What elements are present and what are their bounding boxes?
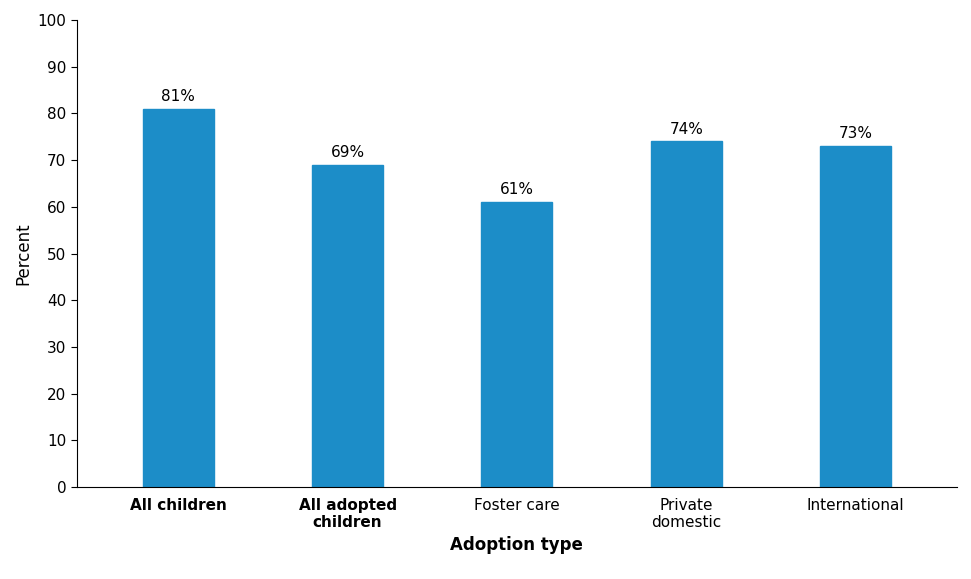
- Bar: [820, 146, 891, 487]
- Text: 69%: 69%: [330, 145, 365, 160]
- Bar: [143, 109, 214, 487]
- Text: 81%: 81%: [161, 89, 195, 104]
- Bar: [312, 165, 384, 487]
- Bar: [651, 141, 721, 487]
- Bar: [482, 202, 552, 487]
- Y-axis label: Percent: Percent: [14, 222, 32, 285]
- X-axis label: Adoption type: Adoption type: [451, 536, 584, 554]
- Text: 74%: 74%: [669, 122, 703, 137]
- Text: 73%: 73%: [839, 126, 873, 141]
- Text: 61%: 61%: [500, 182, 534, 197]
